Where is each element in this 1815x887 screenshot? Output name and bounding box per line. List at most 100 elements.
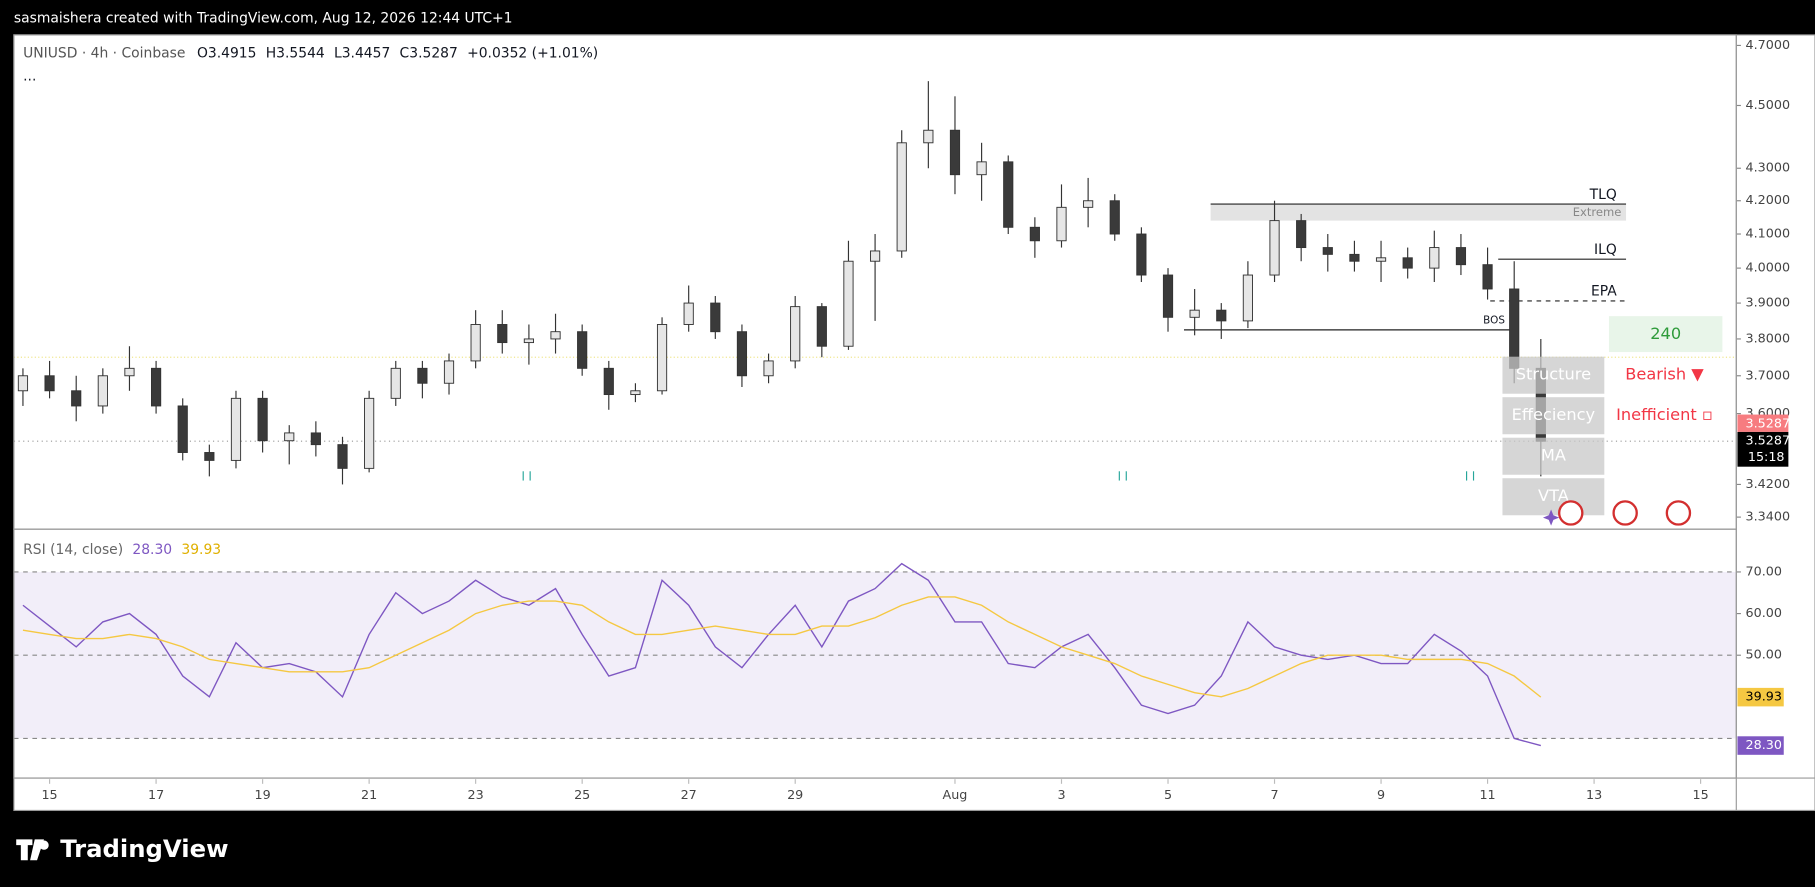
change: +0.0352 (+1.01%) <box>467 45 598 61</box>
widget-highlight-bg <box>1608 316 1723 353</box>
candle-body <box>1322 247 1333 255</box>
value-tag-bg <box>1737 687 1784 707</box>
candle-body <box>1455 247 1467 266</box>
candle-body <box>44 375 55 392</box>
widget-cell <box>1502 397 1605 435</box>
h-value: 3.5544 <box>276 45 325 61</box>
y-tick-label: 4.2000 <box>1746 193 1791 208</box>
widget-label: MA <box>1541 446 1566 465</box>
candle-body <box>869 250 881 262</box>
last-price-tag: 3.5287 <box>1746 434 1791 449</box>
y-tick-label: 3.9000 <box>1746 296 1791 311</box>
x-tick-label: 21 <box>361 788 377 803</box>
l-key: L <box>334 45 342 61</box>
y-tick-label: 3.3400 <box>1746 510 1791 525</box>
rsi-value: 28.30 <box>132 542 172 558</box>
candle-body <box>577 331 588 369</box>
rsi-title: RSI (14, close) <box>23 542 123 558</box>
x-tick-label: 5 <box>1164 788 1172 803</box>
widget-highlight: 240 <box>1650 324 1681 343</box>
candle-body <box>523 338 534 344</box>
candle-body <box>1189 309 1200 318</box>
candle-body <box>1056 206 1067 242</box>
candle-body <box>337 444 348 469</box>
widget-label: VTA <box>1538 486 1569 505</box>
x-tick-label: 23 <box>468 788 484 803</box>
rsi-line <box>22 562 1542 747</box>
candle-body <box>230 397 242 461</box>
y-tick-label: 3.7000 <box>1746 368 1791 383</box>
level-label: EPA <box>1591 284 1617 300</box>
candle-body <box>736 331 748 377</box>
candle-body <box>816 306 827 347</box>
l-value: 3.4457 <box>342 45 391 61</box>
rsi-line <box>22 596 1542 698</box>
x-tick-label: 3 <box>1057 788 1065 803</box>
value-tag: 39.93 <box>1746 690 1782 705</box>
candle-body <box>550 331 561 340</box>
candle-body <box>763 360 774 377</box>
zone-label: Extreme <box>1573 205 1622 219</box>
candle-body <box>603 367 614 396</box>
candle-body <box>683 302 694 325</box>
candle-body <box>150 367 162 407</box>
candle-body <box>1482 264 1493 290</box>
candle-body <box>1029 226 1040 242</box>
candle-body <box>257 397 268 442</box>
candle-body <box>1349 253 1360 262</box>
y-tick-label: 4.5000 <box>1746 98 1791 113</box>
level-label: BOS <box>1483 315 1505 327</box>
candle-body <box>497 324 508 344</box>
candle-body <box>949 129 961 176</box>
legend: UNIUSD · 4h · Coinbase O3.4915 H3.5544 L3.4… <box>23 45 598 61</box>
chart: 4.7000 4.5000 4.3000 4.2000 4.1000 4.0000 3.90… <box>13 38 1791 803</box>
candle-body <box>630 390 641 396</box>
widget-cell <box>1502 356 1605 394</box>
candle-body <box>1269 220 1280 276</box>
x-tick-label: 15 <box>1693 788 1709 803</box>
zone <box>1210 204 1627 221</box>
brand-logo <box>16 839 49 861</box>
x-tick-label: 9 <box>1377 788 1385 803</box>
x-tick-label: 15 <box>41 788 57 803</box>
brand: TradingView <box>60 834 228 863</box>
candle-body <box>97 375 108 407</box>
h-key: H <box>266 45 276 61</box>
candle-body <box>71 390 82 407</box>
candle-body <box>1242 274 1253 322</box>
price-tag: 3.5287 <box>1746 416 1791 431</box>
candle-body <box>17 375 29 392</box>
candle-body <box>1136 233 1147 276</box>
widget: 240 Structure Effeciency MA VTA Bearish … <box>1502 316 1723 516</box>
candle-body <box>1429 247 1440 269</box>
candle-body <box>124 367 135 377</box>
candle-body <box>1402 257 1413 269</box>
x-tick-label: 11 <box>1479 788 1495 803</box>
candle-body <box>1216 309 1227 322</box>
last-price-tag-bg <box>1737 431 1789 467</box>
candle-body <box>1375 257 1387 262</box>
widget-value: Inefficient ▫ <box>1616 405 1713 424</box>
rsi-ma-value: 39.93 <box>181 542 221 558</box>
price-tag-bg <box>1737 414 1789 432</box>
widget-label: Structure <box>1516 365 1591 384</box>
candle-body <box>284 432 295 442</box>
candle-body <box>656 324 668 392</box>
pane-border <box>13 34 1815 812</box>
candle-body <box>1003 161 1014 228</box>
candle-body <box>923 129 934 144</box>
c-key: C <box>400 45 410 61</box>
legend-more[interactable]: ... <box>23 69 36 85</box>
countdown: 15:18 <box>1748 450 1785 465</box>
x-tick-label: 17 <box>148 788 164 803</box>
c-value: 3.5287 <box>409 45 458 61</box>
event-flags[interactable] <box>1542 500 1692 526</box>
y-tick-label: 3.4200 <box>1746 477 1791 492</box>
x-tick-label: 29 <box>787 788 803 803</box>
candle-body <box>390 367 401 399</box>
candle-body <box>1083 200 1094 208</box>
o-value: 3.4915 <box>208 45 257 61</box>
candle-body <box>1162 274 1174 318</box>
